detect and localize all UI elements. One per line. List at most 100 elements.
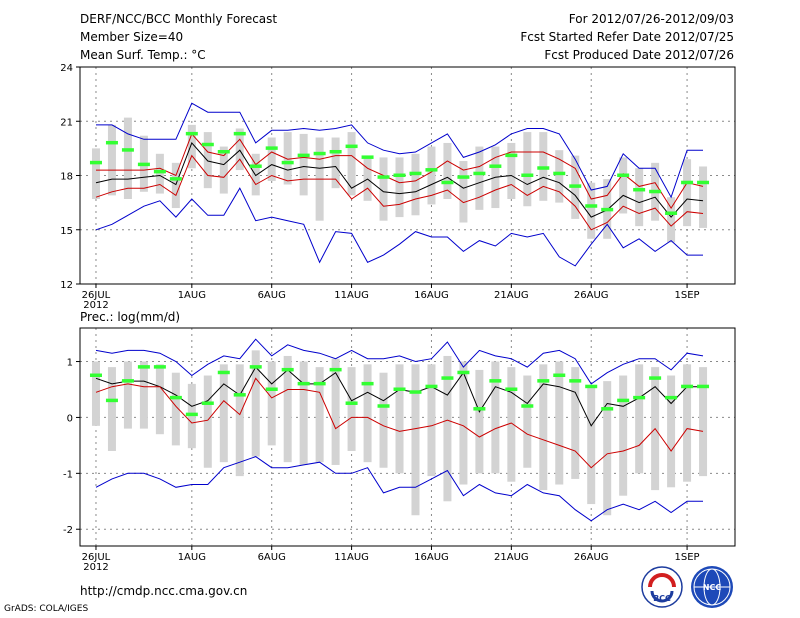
box-bar bbox=[235, 364, 244, 477]
observed-marker bbox=[377, 404, 390, 408]
observed-marker bbox=[505, 387, 518, 391]
box-bar bbox=[379, 157, 388, 221]
box-bar bbox=[235, 128, 244, 171]
observed-marker bbox=[393, 387, 406, 391]
box-bar bbox=[491, 361, 500, 474]
y-tick-label: 12 bbox=[60, 280, 73, 291]
series-line-ensemble-mean bbox=[95, 141, 704, 218]
observed-marker bbox=[409, 390, 422, 394]
box-bar bbox=[443, 355, 452, 502]
observed-marker bbox=[585, 204, 598, 208]
observed-marker bbox=[633, 187, 646, 192]
x-year-label: 2012 bbox=[83, 300, 108, 311]
observed-marker bbox=[201, 401, 214, 405]
variable-label: Mean Surf. Temp.: °C bbox=[80, 48, 206, 62]
logos: BCC NCC bbox=[641, 566, 733, 608]
observed-marker bbox=[185, 131, 198, 136]
box-bar bbox=[683, 159, 692, 227]
member-size: Member Size=40 bbox=[80, 30, 184, 44]
observed-marker bbox=[233, 393, 246, 397]
series-line-lower-spread bbox=[95, 154, 704, 231]
x-tick-label: 21AUG bbox=[494, 290, 529, 301]
x-tick-label: 1SEP bbox=[675, 290, 700, 301]
observed-marker bbox=[345, 401, 358, 405]
observed-marker bbox=[425, 384, 438, 389]
box-bar bbox=[699, 367, 708, 477]
observed-marker bbox=[585, 384, 598, 389]
observed-marker bbox=[601, 207, 614, 212]
bcc-logo-text: BCC bbox=[653, 594, 671, 603]
x-tick-label: 1AUG bbox=[178, 552, 206, 563]
series-line-upper-spread bbox=[96, 132, 704, 210]
box-bar bbox=[667, 375, 676, 488]
observed-marker bbox=[89, 160, 102, 165]
observed-marker bbox=[313, 151, 326, 156]
observed-marker bbox=[377, 175, 390, 179]
box-bar bbox=[107, 124, 116, 196]
box-bar bbox=[619, 375, 628, 496]
observed-marker bbox=[121, 379, 134, 383]
observed-marker bbox=[329, 149, 342, 154]
box-bar bbox=[171, 162, 180, 209]
observed-marker bbox=[665, 211, 678, 215]
observed-marker bbox=[697, 384, 710, 389]
box-bar bbox=[699, 166, 708, 228]
box-bar bbox=[363, 364, 372, 463]
box-bar bbox=[315, 367, 324, 463]
ncc-logo: NCC bbox=[691, 566, 733, 608]
x-tick-label: 11AUG bbox=[334, 552, 369, 563]
box-bar bbox=[555, 150, 564, 203]
box-bar bbox=[395, 364, 404, 474]
y-tick-label: 18 bbox=[60, 172, 73, 183]
box-bar bbox=[267, 137, 276, 181]
box-bar bbox=[123, 361, 132, 429]
box-bar bbox=[251, 153, 260, 196]
precip-title: Prec.: log(mm/d) bbox=[80, 310, 181, 324]
box-bar bbox=[379, 372, 388, 468]
y-tick-label: 24 bbox=[60, 63, 73, 74]
box-bar bbox=[523, 132, 532, 207]
box-bar bbox=[155, 153, 164, 194]
observed-marker bbox=[489, 164, 502, 168]
box-bar bbox=[411, 364, 420, 516]
box-bar bbox=[91, 361, 100, 426]
grads-credit: GrADS: COLA/IGES bbox=[4, 604, 89, 614]
observed-marker bbox=[169, 177, 182, 181]
series-line-ensemble-max bbox=[96, 102, 703, 199]
forecast-started: Fcst Started Refer Date 2012/07/25 bbox=[520, 30, 734, 44]
observed-marker bbox=[217, 149, 230, 154]
box-bar bbox=[507, 367, 516, 482]
box-bar bbox=[203, 132, 212, 189]
observed-marker bbox=[681, 180, 694, 185]
box-bar bbox=[459, 361, 468, 485]
observed-marker bbox=[153, 169, 166, 174]
observed-marker bbox=[265, 387, 278, 391]
observed-marker bbox=[649, 189, 662, 194]
footer-url[interactable]: http://cmdp.ncc.cma.gov.cn bbox=[80, 584, 248, 598]
box-bar bbox=[123, 117, 132, 200]
observed-marker bbox=[569, 184, 582, 188]
box-bar bbox=[107, 367, 116, 451]
observed-marker bbox=[249, 365, 262, 369]
observed-marker bbox=[345, 144, 358, 149]
box-bar bbox=[347, 367, 356, 451]
box-bar bbox=[299, 361, 308, 465]
box-bar bbox=[587, 182, 596, 239]
observed-marker bbox=[201, 142, 214, 147]
box-bar bbox=[203, 375, 212, 468]
y-tick-label: 1 bbox=[67, 358, 73, 369]
observed-marker bbox=[537, 166, 550, 170]
box-bar bbox=[187, 124, 196, 169]
series-line-ensemble-lower bbox=[95, 377, 704, 469]
observed-marker bbox=[697, 180, 710, 185]
observed-marker bbox=[489, 379, 502, 383]
box-bar bbox=[283, 132, 292, 185]
box-bar bbox=[635, 168, 644, 227]
observed-marker bbox=[313, 381, 326, 386]
observed-marker bbox=[601, 407, 614, 411]
box-bar bbox=[91, 148, 100, 200]
x-year-label: 2012 bbox=[83, 562, 108, 573]
observed-marker bbox=[457, 370, 470, 375]
observed-marker bbox=[665, 395, 678, 400]
observed-marker bbox=[281, 160, 294, 165]
